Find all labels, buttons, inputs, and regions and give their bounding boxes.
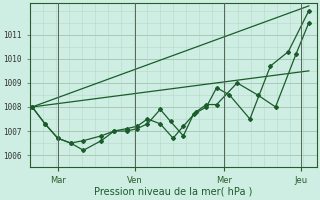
X-axis label: Pression niveau de la mer( hPa ): Pression niveau de la mer( hPa ) — [94, 187, 252, 197]
